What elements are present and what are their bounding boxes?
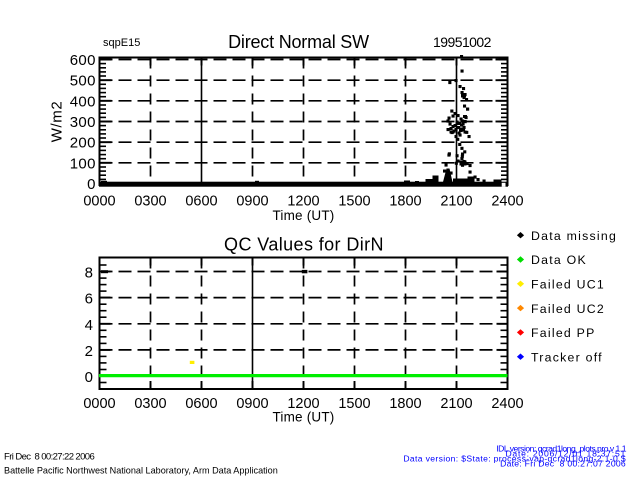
svg-text:2100: 2100	[440, 396, 472, 412]
svg-text:Fri Dec 8 00:27:22 2006: Fri Dec 8 00:27:22 2006	[4, 452, 94, 463]
svg-text:2: 2	[85, 343, 93, 360]
svg-text:Data OK: Data OK	[531, 253, 587, 267]
svg-text:19951002: 19951002	[433, 34, 492, 50]
svg-text:0: 0	[87, 176, 96, 193]
svg-text:Failed UC1: Failed UC1	[531, 278, 605, 292]
svg-text:Failed UC2: Failed UC2	[531, 302, 605, 316]
svg-text:2400: 2400	[491, 194, 523, 210]
svg-text:8: 8	[85, 265, 93, 282]
svg-text:Tracker off: Tracker off	[531, 350, 603, 364]
svg-text:0: 0	[85, 369, 93, 386]
svg-text:1800: 1800	[389, 396, 421, 412]
svg-text:2400: 2400	[491, 396, 523, 412]
svg-text:Time (UT): Time (UT)	[272, 208, 334, 223]
svg-text:1500: 1500	[338, 396, 370, 412]
svg-text:0300: 0300	[134, 396, 166, 412]
svg-text:0600: 0600	[185, 194, 217, 210]
svg-text:1500: 1500	[338, 194, 370, 210]
svg-text:0000: 0000	[83, 194, 115, 210]
svg-text:Battelle Pacific Northwest Nat: Battelle Pacific Northwest National Labo…	[4, 465, 278, 475]
svg-text:100: 100	[70, 155, 96, 172]
svg-text:2100: 2100	[440, 194, 472, 210]
svg-text:Data missing: Data missing	[531, 229, 617, 243]
svg-text:Date: Fri Dec 8 00:27:07 2006: Date: Fri Dec 8 00:27:07 2006	[500, 459, 626, 469]
svg-text:400: 400	[70, 93, 96, 110]
svg-text:0300: 0300	[134, 194, 166, 210]
svg-text:IDL version: qcrad1long_plots.: IDL version: qcrad1long_plots.pro,v 1.1	[496, 443, 626, 453]
svg-text:1200: 1200	[287, 396, 319, 412]
svg-text:500: 500	[70, 73, 96, 90]
svg-text:Date: 2006/12/01 18:37:51: Date: 2006/12/01 18:37:51	[505, 448, 626, 458]
svg-text:200: 200	[70, 135, 96, 152]
svg-text:sqpE15: sqpE15	[103, 37, 140, 49]
svg-text:QC Values for DirN: QC Values for DirN	[224, 235, 384, 255]
svg-text:Time (UT): Time (UT)	[272, 409, 334, 424]
svg-text:300: 300	[70, 114, 96, 131]
svg-text:0000: 0000	[83, 396, 115, 412]
svg-text:Direct Normal SW: Direct Normal SW	[228, 32, 369, 52]
svg-text:6: 6	[85, 291, 93, 308]
svg-text:0600: 0600	[185, 396, 217, 412]
svg-text:0900: 0900	[236, 194, 268, 210]
svg-text:1800: 1800	[389, 194, 421, 210]
svg-text:600: 600	[70, 52, 96, 69]
svg-text:Failed PP: Failed PP	[531, 326, 596, 340]
svg-text:1200: 1200	[287, 194, 319, 210]
svg-text:Data version: $State: process-: Data version: $State: process-vap-qcrad1…	[403, 454, 626, 464]
svg-text:0900: 0900	[236, 396, 268, 412]
svg-text:W/m2: W/m2	[49, 101, 66, 143]
svg-text:4: 4	[85, 317, 93, 334]
